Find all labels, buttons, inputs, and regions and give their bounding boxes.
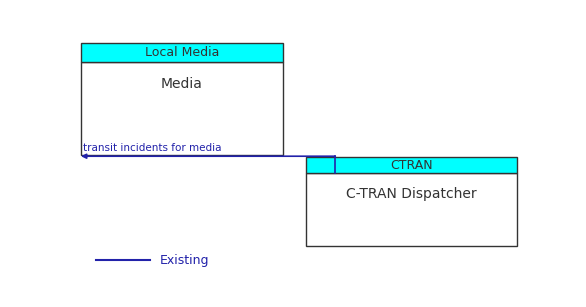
Bar — [81, 43, 282, 62]
Bar — [306, 173, 517, 246]
Text: Local Media: Local Media — [145, 46, 219, 59]
Text: Media: Media — [161, 76, 203, 91]
Bar — [306, 157, 517, 173]
Text: transit incidents for media: transit incidents for media — [83, 143, 222, 153]
Text: C-TRAN Dispatcher: C-TRAN Dispatcher — [346, 187, 476, 201]
Text: Existing: Existing — [159, 254, 209, 267]
Text: CTRAN: CTRAN — [390, 159, 432, 172]
Bar — [81, 62, 282, 155]
